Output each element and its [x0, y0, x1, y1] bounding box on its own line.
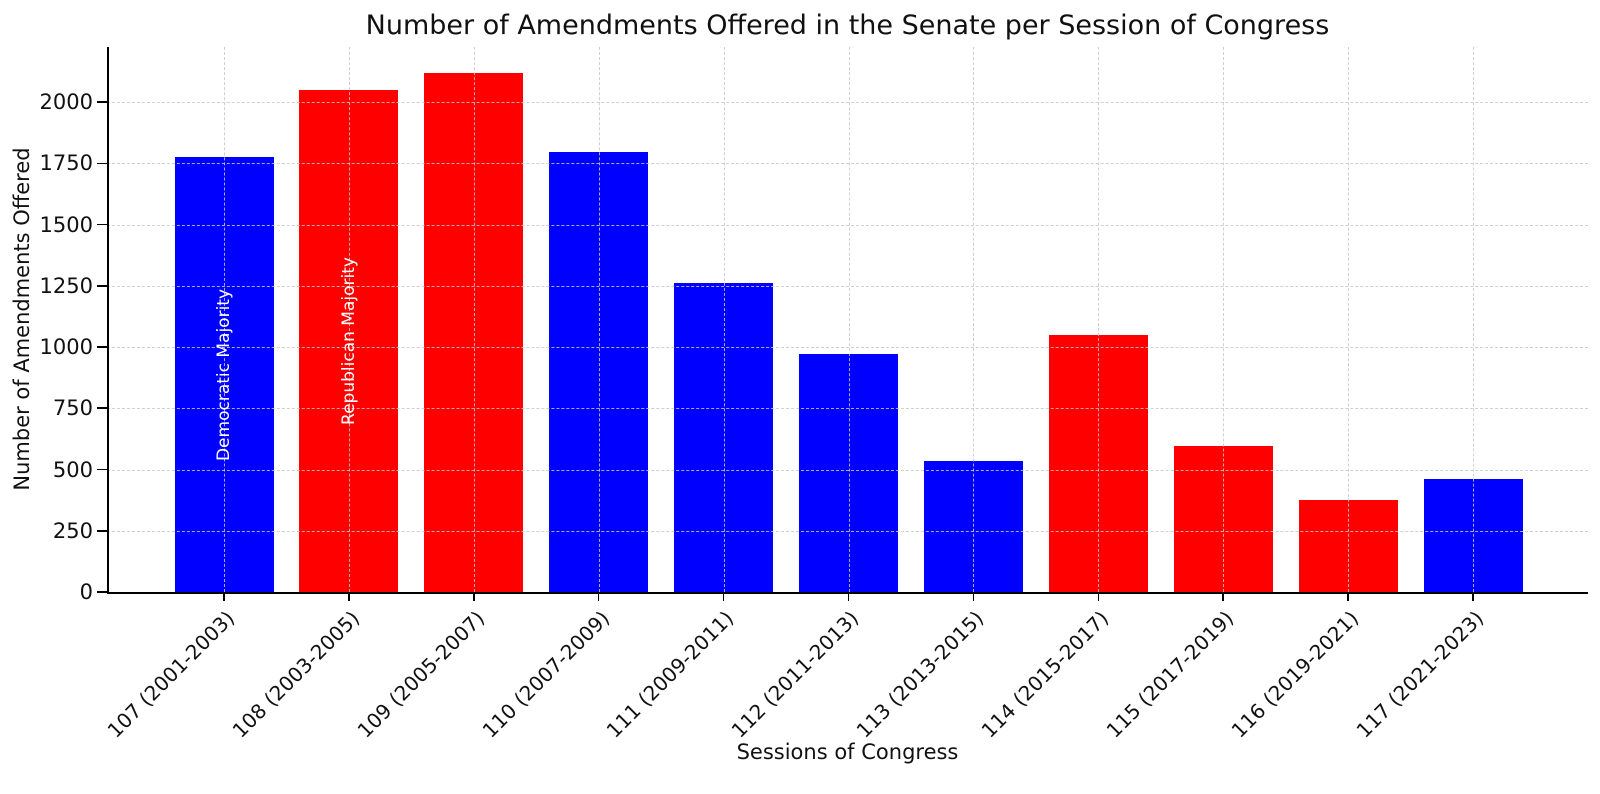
x-tick-mark — [473, 592, 475, 601]
x-axis-label: Sessions of Congress — [736, 740, 959, 764]
y-tick-label: 1250 — [39, 273, 93, 298]
x-tick-mark — [1347, 592, 1349, 601]
v-gridline-114 — [1098, 47, 1100, 592]
h-gridline-250 — [107, 530, 1588, 532]
bar-annotation: Democratic Majority — [214, 288, 234, 461]
y-tick-mark — [97, 223, 107, 226]
y-tick-mark — [97, 407, 107, 410]
v-gridline-111 — [723, 47, 725, 592]
h-gridline-2000 — [107, 102, 1588, 104]
y-tick-label: 1500 — [39, 212, 93, 237]
x-tick-mark — [223, 592, 225, 601]
x-tick-mark — [972, 592, 975, 601]
y-tick-mark — [97, 529, 107, 532]
v-gridline-117 — [1473, 47, 1474, 592]
x-tick-label-text: 117 (2021-2023) — [1351, 606, 1488, 743]
x-tick-label-text: 113 (2013-2015) — [851, 606, 989, 743]
y-tick-label: 250 — [52, 518, 93, 543]
v-gridline-116 — [1348, 47, 1350, 592]
y-axis-spine — [107, 47, 109, 592]
x-tick-mark — [1222, 592, 1224, 601]
y-tick-label: 1000 — [39, 335, 93, 360]
y-tick-label: 500 — [52, 457, 93, 482]
x-tick-label-text: 115 (2017-2019) — [1101, 606, 1239, 743]
y-tick-mark — [97, 101, 107, 103]
y-tick-mark — [97, 162, 107, 165]
x-tick-mark — [722, 592, 725, 601]
x-tick-mark — [597, 592, 600, 601]
v-gridline-107 — [224, 47, 225, 592]
x-axis-spine — [107, 592, 1588, 594]
y-tick-mark — [97, 285, 107, 287]
x-tick-mark — [1472, 592, 1474, 601]
h-gridline-500 — [107, 469, 1588, 471]
h-gridline-750 — [107, 408, 1588, 410]
h-gridline-1250 — [107, 285, 1588, 287]
bar-annotation: Republican Majority — [338, 256, 359, 425]
x-tick-label-text: 111 (2009-2011) — [601, 606, 739, 743]
v-gridline-108 — [348, 47, 350, 592]
v-gridline-109 — [473, 47, 475, 592]
v-gridline-110 — [598, 47, 600, 592]
x-tick-label-text: 109 (2005-2007) — [352, 606, 489, 743]
v-gridline-112 — [848, 47, 850, 592]
y-tick-mark — [97, 346, 107, 348]
h-gridline-1000 — [107, 347, 1588, 349]
x-tick-mark — [847, 592, 850, 601]
x-tick-label-text: 114 (2015-2017) — [976, 606, 1114, 743]
h-gridline-1500 — [107, 224, 1588, 226]
x-tick-label-text: 108 (2003-2005) — [227, 606, 364, 743]
x-tick-label-text: 107 (2001-2003) — [102, 606, 239, 743]
x-tick-mark — [1097, 592, 1100, 601]
v-gridline-115 — [1223, 47, 1225, 592]
x-tick-mark — [348, 592, 350, 601]
y-tick-label: 750 — [52, 396, 93, 421]
y-tick-mark — [97, 468, 107, 471]
y-tick-label: 0 — [79, 580, 93, 604]
x-tick-label-text: 116 (2019-2021) — [1226, 606, 1364, 743]
plot-area: Democratic Majority Republican Majority — [107, 47, 1588, 594]
h-gridline-1750 — [107, 163, 1588, 165]
chart-title: Number of Amendments Offered in the Sena… — [365, 10, 1330, 41]
v-gridline-113 — [973, 47, 975, 592]
y-tick-label: 2000 — [39, 90, 93, 115]
x-tick-label-text: 110 (2007-2009) — [477, 606, 614, 743]
y-tick-label: 1750 — [39, 151, 93, 176]
y-tick-mark — [97, 591, 107, 593]
x-tick-label-text: 112 (2011-2013) — [726, 606, 864, 743]
